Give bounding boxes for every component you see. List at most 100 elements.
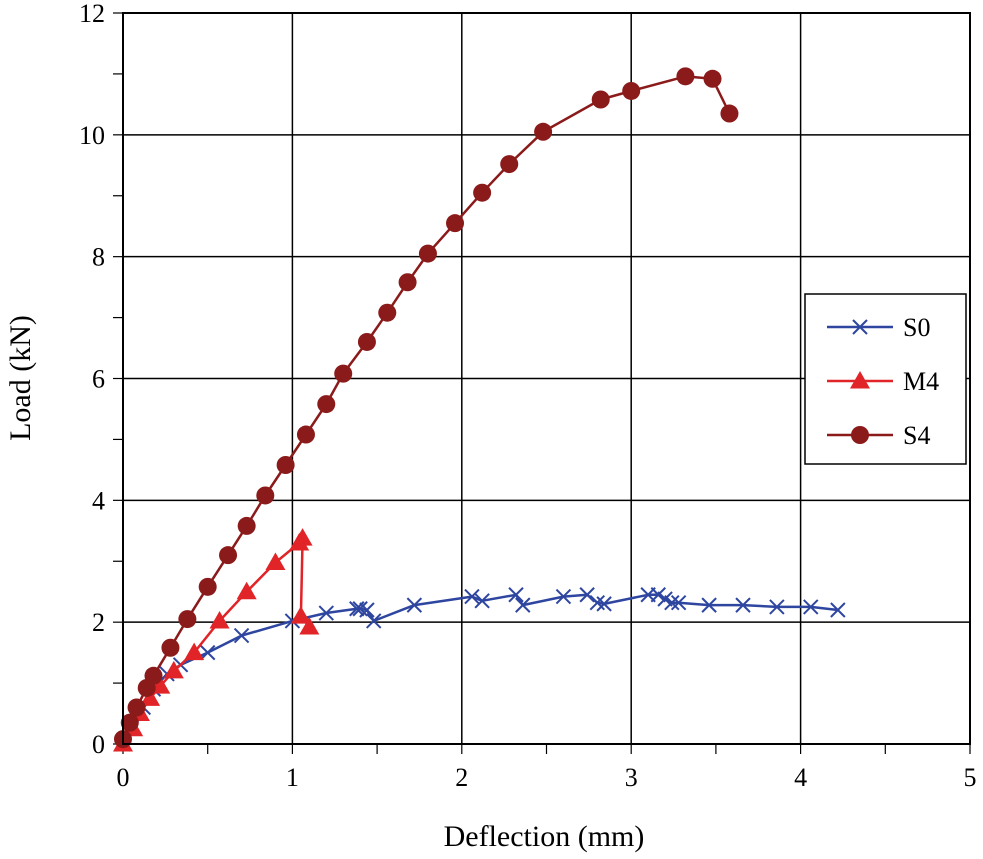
data-point-s4 [534,122,553,141]
data-point-m4 [140,688,161,706]
data-point-s4 [161,638,180,657]
data-point-s0 [318,605,334,621]
legend-marker-m4 [850,371,870,389]
x-tick-label: 3 [625,763,638,792]
data-point-s4 [446,214,465,233]
marker-stroke [803,599,819,615]
data-point-s0 [670,594,687,611]
data-point-s4 [276,456,295,475]
x-tick-label: 0 [117,763,130,792]
data-point-s4 [378,303,397,322]
data-point-s0 [664,594,680,611]
data-point-m4 [209,610,230,629]
data-point-s0 [579,587,595,603]
legend-entries: S0 M4 S4 [827,313,939,450]
y-tick-label: 4 [92,486,105,515]
marker-stroke [769,599,785,615]
data-point-s0 [366,613,382,629]
x-tick-label: 4 [794,763,807,792]
data-point-s4 [178,610,197,629]
data-point-s4 [591,90,610,109]
data-point-s0 [464,588,480,605]
data-point-s0 [830,602,846,618]
marker-stroke [352,601,368,617]
minor-tick-layer [113,12,971,754]
marker-stroke [852,319,868,335]
data-point-s4 [676,67,695,86]
data-point-s0 [555,588,572,605]
series-layer [113,67,846,752]
legend-entry-s0: S0 [827,313,930,342]
y-tick-label: 6 [92,365,105,394]
data-point-s4 [237,516,256,535]
x-axis-title: Deflection (mm) [444,820,645,853]
data-point-s4 [256,486,275,505]
marker-stroke [464,588,480,605]
data-point-s0 [508,587,524,603]
marker-stroke [735,597,751,613]
data-point-s4 [473,183,492,202]
plot-frame [122,12,971,745]
data-point-s0 [701,597,717,613]
marker-stroke [664,594,680,611]
data-point-m4 [299,617,320,635]
data-point-m4 [290,606,311,624]
data-point-s4 [622,81,641,100]
marker-stroke [555,588,572,605]
marker-stroke [657,591,673,607]
data-point-s4 [398,273,417,292]
data-point-s0 [233,627,250,644]
data-point-s0 [515,597,531,613]
marker-stroke [596,596,612,612]
data-point-s4 [334,364,353,383]
series-m4 [113,528,320,752]
marker-stroke [650,587,667,603]
marker-stroke [508,587,524,603]
marker-stroke [701,597,717,613]
data-point-s4 [317,395,336,414]
series-line-s4 [121,75,731,740]
data-point-s4 [296,425,315,444]
data-point-s4 [720,104,739,123]
legend: S0 M4 S4 [804,293,967,465]
marker-stroke [830,602,846,618]
marker-stroke [233,627,250,644]
data-point-m4 [265,552,286,570]
marker-stroke [579,587,595,603]
data-point-s4 [219,546,238,565]
legend-label-m4: M4 [903,367,939,396]
data-point-s0 [769,599,785,615]
data-point-s0 [199,644,216,661]
marker-stroke [318,605,334,621]
legend-box [804,293,967,465]
legend-entry-s4: S4 [827,421,930,450]
data-point-s4 [500,155,519,174]
data-point-s4 [357,332,376,351]
y-tick-label: 8 [92,243,105,272]
x-tick-label: 1 [286,763,299,792]
y-axis-title: Load (kN) [4,315,37,441]
legend-marker-s0 [852,319,868,335]
legend-label-s4: S4 [903,421,930,450]
series-s0 [115,587,846,752]
marker-stroke [199,644,216,661]
y-tick-label: 2 [92,608,105,637]
y-tick-label: 12 [79,0,105,28]
data-point-s0 [474,593,490,609]
marker-stroke [589,594,606,611]
data-point-s4 [703,69,722,88]
data-point-s0 [803,599,819,615]
data-point-s0 [406,597,423,613]
data-point-m4 [163,660,184,679]
marker-stroke [366,613,382,629]
data-point-s4 [418,244,437,263]
x-tick-label: 5 [964,763,977,792]
data-point-s0 [359,602,375,618]
y-tick-label: 0 [92,730,105,759]
marker-stroke [474,593,490,609]
data-point-s4 [127,698,146,717]
data-point-m4 [292,528,313,546]
marker-stroke [359,602,375,618]
marker-stroke [670,594,687,611]
